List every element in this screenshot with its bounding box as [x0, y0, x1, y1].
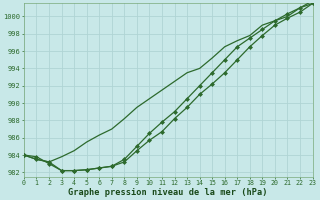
X-axis label: Graphe pression niveau de la mer (hPa): Graphe pression niveau de la mer (hPa) — [68, 188, 268, 197]
